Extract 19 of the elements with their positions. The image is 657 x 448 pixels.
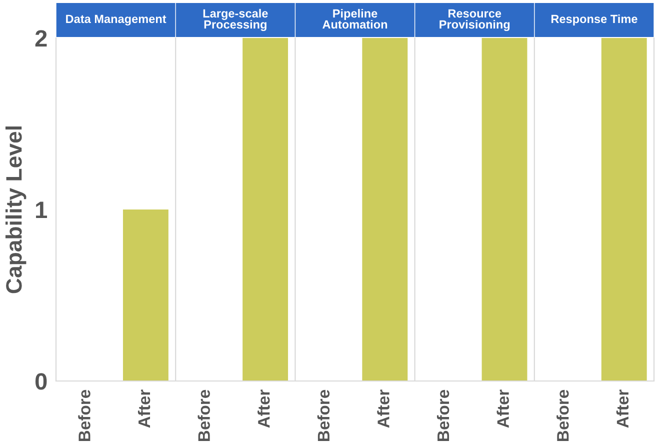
chart-title: Resource Provisioning — [440, 9, 510, 31]
chart-title: Response Time — [551, 14, 638, 26]
x-tick-label: After — [616, 390, 629, 428]
chart-title: Pipeline Automation — [322, 8, 388, 29]
x-tick-label: Before — [556, 390, 569, 442]
x-tick-label: Before — [198, 390, 210, 442]
y-tick-label: 0 — [35, 373, 47, 390]
chart-title: Large-scale Processing — [203, 8, 268, 32]
x-tick-label: Before — [436, 390, 450, 442]
x-tick-label: After — [258, 390, 270, 428]
chart-title: Data Management — [66, 14, 166, 26]
x-tick-label: Before — [317, 390, 330, 442]
x-tick-label: After — [138, 390, 150, 428]
y-tick-label: 1 — [36, 202, 48, 218]
x-tick-label: Before — [78, 390, 90, 442]
y-tick-label: 2 — [35, 30, 47, 47]
x-tick-label: After — [377, 390, 390, 428]
x-tick-label: After — [496, 390, 509, 428]
y-axis-title: Capability Level — [5, 126, 26, 294]
